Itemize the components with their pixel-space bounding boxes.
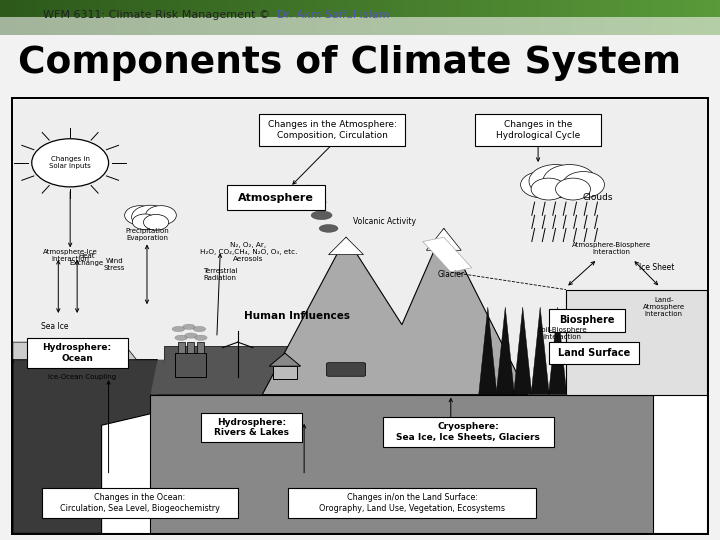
FancyBboxPatch shape (549, 342, 639, 364)
Ellipse shape (319, 225, 338, 232)
Text: Land-
Atmosphere
Interaction: Land- Atmosphere Interaction (643, 297, 685, 317)
Circle shape (143, 214, 168, 230)
Ellipse shape (303, 197, 326, 207)
Polygon shape (150, 360, 164, 395)
Bar (273, 366, 297, 379)
Ellipse shape (175, 335, 187, 340)
Text: Volcanic Activity: Volcanic Activity (353, 218, 416, 226)
Text: Changes in/on the Land Surface:
Orography, Land Use, Vegetation, Ecosystems: Changes in/on the Land Surface: Orograph… (320, 494, 505, 513)
Text: Dr. Akm Saiful Islam: Dr. Akm Saiful Islam (277, 10, 390, 20)
Ellipse shape (185, 333, 197, 338)
Text: Atmosphere-Ice
Interaction: Atmosphere-Ice Interaction (42, 249, 97, 262)
Circle shape (529, 165, 582, 198)
FancyBboxPatch shape (12, 98, 708, 534)
Polygon shape (566, 289, 707, 395)
Circle shape (562, 172, 605, 198)
Circle shape (132, 205, 169, 229)
Polygon shape (269, 353, 301, 366)
Ellipse shape (311, 211, 332, 220)
Text: Changes in the Ocean:
Circulation, Sea Level, Biogeochemistry: Changes in the Ocean: Circulation, Sea L… (60, 494, 220, 513)
Text: Changes in the
Hydrological Cycle: Changes in the Hydrological Cycle (496, 120, 580, 140)
Text: Soil-Biosphere
Interaction: Soil-Biosphere Interaction (538, 327, 588, 340)
Text: Cryosphere:
Sea Ice, Ice Sheets, Glaciers: Cryosphere: Sea Ice, Ice Sheets, Glacier… (396, 422, 540, 442)
FancyBboxPatch shape (383, 417, 554, 447)
Bar (179, 342, 185, 353)
Text: Changes in the Atmosphere:
Composition, Circulation: Changes in the Atmosphere: Composition, … (268, 120, 397, 140)
Text: Heat
Exchange: Heat Exchange (69, 253, 103, 266)
Polygon shape (426, 228, 462, 250)
Polygon shape (549, 307, 567, 395)
Polygon shape (150, 395, 653, 534)
Circle shape (132, 214, 158, 230)
Bar (175, 353, 207, 377)
Text: Atmosphere: Atmosphere (238, 193, 314, 203)
FancyBboxPatch shape (258, 113, 405, 146)
Bar (197, 342, 204, 353)
Circle shape (145, 206, 176, 225)
FancyBboxPatch shape (475, 113, 601, 146)
Text: Terrestrial
Radiation: Terrestrial Radiation (203, 268, 238, 281)
FancyBboxPatch shape (13, 100, 707, 395)
Polygon shape (262, 228, 528, 395)
Polygon shape (531, 307, 549, 395)
Text: Glacier: Glacier (437, 270, 464, 279)
Text: Components of Climate System: Components of Climate System (18, 45, 681, 81)
Text: Atmosphere-Biosphere
Interaction: Atmosphere-Biosphere Interaction (572, 241, 651, 254)
Text: N₂, O₂, Ar,
H₂O, CO₂,CH₄, N₂O, O₃, etc.
Aerosols: N₂, O₂, Ar, H₂O, CO₂,CH₄, N₂O, O₃, etc. … (199, 242, 297, 262)
Ellipse shape (298, 185, 317, 193)
Text: Hydrosphere:
Ocean: Hydrosphere: Ocean (42, 343, 112, 363)
Circle shape (543, 165, 596, 198)
Ellipse shape (183, 324, 195, 329)
Circle shape (125, 206, 156, 225)
Text: Human Influences: Human Influences (244, 311, 350, 321)
Polygon shape (328, 237, 364, 255)
Text: Hydrosphere:
Rivers & Lakes: Hydrosphere: Rivers & Lakes (215, 418, 289, 437)
Text: Changes in
Solar Inputs: Changes in Solar Inputs (49, 156, 91, 170)
Text: Sea Ice: Sea Ice (41, 322, 68, 332)
Text: Biosphere: Biosphere (559, 315, 615, 325)
Text: Ice Sheet: Ice Sheet (639, 264, 675, 272)
Ellipse shape (193, 326, 206, 332)
Polygon shape (496, 307, 514, 395)
Bar (187, 342, 194, 353)
Circle shape (32, 139, 109, 187)
Polygon shape (150, 347, 416, 395)
Text: Clouds: Clouds (582, 193, 613, 202)
Polygon shape (13, 342, 137, 364)
FancyBboxPatch shape (42, 488, 238, 518)
Ellipse shape (172, 326, 185, 332)
FancyBboxPatch shape (326, 363, 366, 376)
FancyBboxPatch shape (201, 413, 302, 442)
FancyBboxPatch shape (289, 488, 536, 518)
Text: WFM 6311: Climate Risk Management ©: WFM 6311: Climate Risk Management © (43, 10, 274, 20)
Circle shape (556, 178, 590, 200)
Circle shape (531, 178, 566, 200)
Ellipse shape (194, 335, 207, 340)
Text: Wind
Stress: Wind Stress (104, 258, 125, 271)
Text: Ice-Ocean Coupling: Ice-Ocean Coupling (48, 374, 116, 380)
Text: Land Surface: Land Surface (558, 348, 630, 358)
Polygon shape (513, 307, 532, 395)
Polygon shape (13, 360, 158, 534)
FancyBboxPatch shape (228, 185, 325, 211)
Text: Precipitation
Evaporation: Precipitation Evaporation (125, 228, 169, 241)
FancyBboxPatch shape (549, 309, 625, 332)
Polygon shape (479, 307, 497, 395)
Polygon shape (423, 237, 472, 272)
FancyBboxPatch shape (27, 338, 127, 368)
Circle shape (521, 172, 562, 198)
